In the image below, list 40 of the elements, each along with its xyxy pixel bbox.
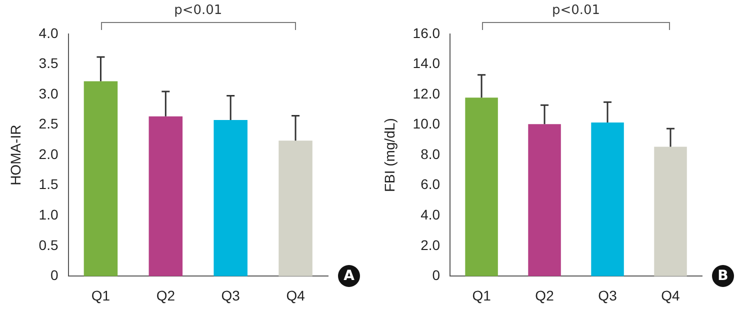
y-tick-label: 3.5 <box>38 55 58 72</box>
y-tick-label: 4.0 <box>38 24 58 41</box>
bar <box>654 146 687 276</box>
y-tick-label: 14.0 <box>412 55 440 72</box>
y-tick-label: 8.0 <box>420 146 440 162</box>
bar <box>465 98 498 276</box>
bar <box>84 81 118 276</box>
y-tick-label: 16.0 <box>412 24 440 41</box>
text: B <box>712 265 734 288</box>
y-tick-label: 3.0 <box>38 85 58 102</box>
x-tick-label: Q1 <box>472 287 492 304</box>
y-tick-label: 2.5 <box>38 116 58 132</box>
y-axis-title: HOMA-IR <box>7 124 24 186</box>
bar <box>591 122 624 276</box>
y-tick-label: 12.0 <box>412 85 440 102</box>
y-tick-label: 10.0 <box>412 116 440 132</box>
y-tick-label: 4.0 <box>420 206 440 223</box>
x-tick-label: Q2 <box>156 287 176 304</box>
y-tick-label: 2.0 <box>38 146 58 162</box>
x-tick-label: Q1 <box>91 287 110 304</box>
bar <box>278 140 312 276</box>
y-tick-label: 0 <box>50 267 58 284</box>
text: A <box>338 265 360 288</box>
bar <box>528 124 561 276</box>
y-axis-title: FBI (mg/dL) <box>381 118 398 192</box>
y-tick-label: 0.5 <box>38 236 58 253</box>
x-tick-label: Q3 <box>221 287 240 304</box>
y-tick-label: 1.5 <box>38 176 58 192</box>
x-tick-label: Q2 <box>535 287 554 304</box>
y-tick-label: 0 <box>432 267 440 284</box>
text: p<0.01 <box>552 3 600 18</box>
bar <box>214 120 248 276</box>
bar <box>148 116 183 276</box>
x-tick-label: Q4 <box>286 287 306 304</box>
x-tick-label: Q4 <box>661 287 680 304</box>
y-tick-label: 6.0 <box>420 176 440 192</box>
text: p<0.01 <box>174 3 222 18</box>
y-tick-label: 2.0 <box>420 236 440 253</box>
x-tick-label: Q3 <box>598 287 618 304</box>
y-tick-label: 1.0 <box>38 206 58 223</box>
